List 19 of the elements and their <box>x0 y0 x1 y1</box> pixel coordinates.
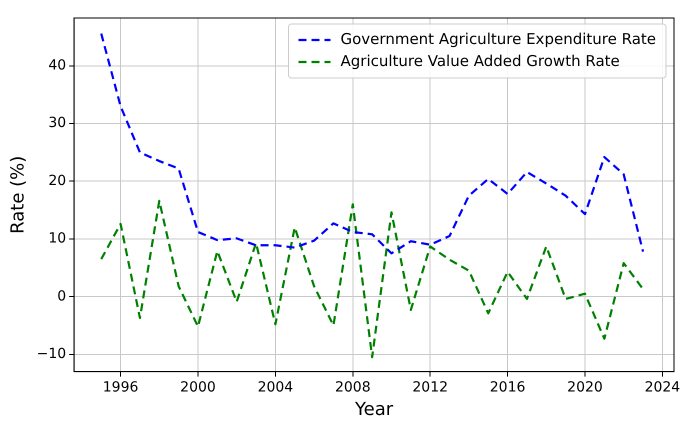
legend-label: Government Agriculture Expenditure Rate <box>340 30 656 48</box>
y-tick-label: 10 <box>48 230 66 247</box>
x-tick-label: 2012 <box>412 380 448 396</box>
x-tick-label: 1996 <box>102 380 138 396</box>
legend-label: Agriculture Value Added Growth Rate <box>340 52 620 70</box>
x-tick-label: 2000 <box>180 380 216 396</box>
y-tick-label: 30 <box>48 115 66 132</box>
y-axis-title: Rate (%) <box>7 156 28 234</box>
y-tick-label: 0 <box>57 288 66 304</box>
y-tick-label: −10 <box>36 346 66 362</box>
x-tick-label: 2016 <box>490 380 526 396</box>
line-series <box>100 200 644 358</box>
x-tick-label: 2020 <box>567 380 603 396</box>
x-tick-label: 2004 <box>258 380 294 396</box>
x-tick-label: 2024 <box>644 380 680 396</box>
x-axis-title: Year <box>354 398 394 420</box>
y-tick-label: 40 <box>48 58 66 74</box>
x-tick-label: 2008 <box>334 380 371 396</box>
y-tick-label: 20 <box>48 172 66 189</box>
